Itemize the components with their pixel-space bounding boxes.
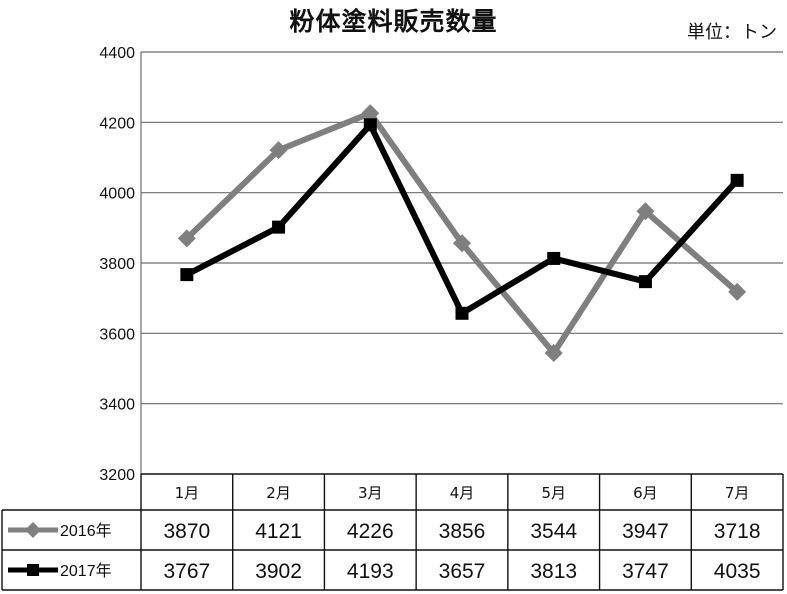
table-cell-value: 3718 (714, 520, 761, 543)
y-tick-label: 3200 (99, 467, 135, 484)
y-tick-label: 4400 (99, 45, 135, 62)
table-cell-value: 3902 (255, 560, 302, 583)
table-cell-value: 3767 (163, 560, 210, 583)
data-point-diamond (177, 229, 196, 248)
data-point-diamond (728, 282, 747, 301)
chart-title: 粉体塗料販売数量 (289, 7, 498, 36)
y-tick-label: 4200 (99, 115, 135, 132)
legend-square-marker (27, 564, 39, 576)
x-category-label: 5月 (541, 484, 566, 502)
data-point-square (272, 220, 286, 234)
table-cell-value: 3870 (163, 520, 210, 543)
x-category-label: 3月 (358, 484, 383, 502)
legend-label: 2016年 (60, 522, 112, 540)
data-table: 1月 2月 3月 4月 5月 6月 7月 2016年 3870 4121 4226 3856 3544 3… (1, 473, 784, 591)
table-cell-value: 3657 (439, 560, 486, 583)
x-category-label: 7月 (725, 484, 750, 502)
x-category-label: 2月 (266, 484, 291, 502)
table-cell-value: 4121 (255, 520, 302, 543)
table-cell-value: 3544 (530, 520, 577, 543)
y-tick-label: 3800 (99, 256, 135, 273)
table-cell-value: 3813 (530, 560, 577, 583)
data-point-square (180, 268, 194, 282)
data-point-square (730, 173, 744, 187)
y-axis-ticks: 3200 3400 3600 3800 4000 4200 4400 (99, 45, 135, 484)
x-category-label: 1月 (175, 484, 200, 502)
y-tick-label: 3600 (99, 326, 135, 343)
legend-diamond-marker (25, 522, 41, 538)
gridlines (140, 51, 783, 474)
legend-label: 2017年 (60, 562, 112, 580)
series-markers (177, 104, 747, 363)
y-tick-label: 3400 (99, 397, 135, 414)
table-cell-value: 4035 (714, 560, 761, 583)
data-point-diamond (269, 141, 288, 160)
table-cell-value: 3747 (622, 560, 669, 583)
y-tick-label: 4000 (99, 186, 135, 203)
table-cell-value: 4226 (347, 520, 394, 543)
table-cell-value: 3947 (622, 520, 669, 543)
table-cell-value: 4193 (347, 560, 394, 583)
data-point-square (363, 118, 377, 132)
data-point-square (455, 306, 469, 320)
unit-label: 単位：トン (687, 22, 777, 43)
table-cell-value: 3856 (439, 520, 486, 543)
x-category-label: 6月 (633, 484, 658, 502)
data-point-diamond (636, 202, 655, 221)
x-category-label: 4月 (450, 484, 475, 502)
data-point-diamond (544, 344, 563, 363)
data-point-diamond (453, 234, 471, 253)
data-point-diamond (361, 104, 380, 123)
data-point-square (547, 251, 561, 265)
data-point-square (638, 275, 652, 289)
